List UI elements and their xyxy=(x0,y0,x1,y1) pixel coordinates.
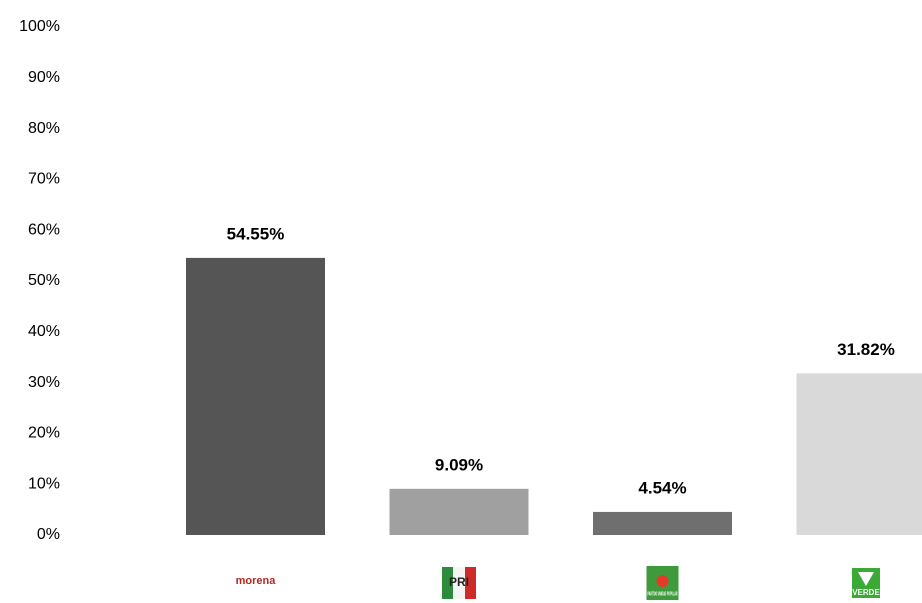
y-tick-label: 60% xyxy=(28,221,60,238)
value-label: 9.09% xyxy=(435,455,483,474)
y-tick-label: 80% xyxy=(28,120,60,137)
y-tick-label: 90% xyxy=(28,69,60,86)
value-label: 54.55% xyxy=(227,224,285,243)
y-tick-label: 30% xyxy=(28,374,60,391)
y-tick-label: 40% xyxy=(28,323,60,340)
logo-bg xyxy=(453,567,465,599)
x-tick-label: PRI xyxy=(449,575,469,589)
y-tick-label: 50% xyxy=(28,272,60,289)
x-tick-label: VERDE xyxy=(852,588,880,597)
logo-bg xyxy=(442,567,453,599)
bar xyxy=(389,488,529,535)
logo-icon xyxy=(858,572,874,586)
y-tick-label: 100% xyxy=(19,18,60,35)
y-tick-label: 0% xyxy=(37,526,60,543)
x-tick-label: PARTIDO UNIDAD POPULAR xyxy=(648,591,678,597)
value-label: 4.54% xyxy=(638,478,686,497)
logo-icon xyxy=(656,575,669,587)
y-tick-label: 20% xyxy=(28,425,60,442)
value-label: 31.82% xyxy=(837,340,895,359)
bar xyxy=(593,511,732,535)
y-tick-label: 10% xyxy=(28,475,60,492)
x-tick-label: morena xyxy=(236,575,277,587)
bar xyxy=(796,373,922,535)
bar xyxy=(186,257,325,535)
logo-bg xyxy=(465,567,476,599)
y-tick-label: 70% xyxy=(28,171,60,188)
